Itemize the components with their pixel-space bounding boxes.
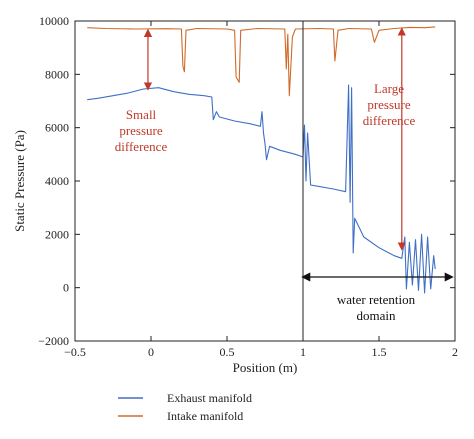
domain-line-1: water retention (337, 292, 416, 307)
y-axis: −2000 0 2000 4000 6000 8000 10000 (38, 14, 455, 348)
y-tick-label: 6000 (45, 121, 69, 135)
x-tick-label: 1.5 (372, 345, 387, 359)
y-tick-label: 0 (63, 281, 69, 295)
small-pressure-annotation: Small pressure difference (115, 107, 168, 154)
large-pressure-annotation: Large pressure difference (363, 81, 416, 128)
small-diff-line-2: pressure (119, 123, 163, 138)
series-line-exhaust (87, 84, 436, 294)
x-tick-label: 0.5 (220, 345, 235, 359)
x-axis: −0.5 0 0.5 1 1.5 2 (64, 21, 458, 359)
domain-line-2: domain (357, 308, 396, 323)
x-tick-label: −0.5 (64, 345, 86, 359)
x-tick-label: 1 (300, 345, 306, 359)
x-tick-label: 2 (452, 345, 458, 359)
y-tick-label: 4000 (45, 174, 69, 188)
large-diff-line-2: pressure (367, 97, 411, 112)
small-diff-line-1: Small (126, 107, 157, 122)
small-diff-line-3: difference (115, 139, 168, 154)
annotation-layer (143, 21, 454, 341)
y-tick-label: 2000 (45, 227, 69, 241)
legend: Exhaust manifold Intake manifold (118, 391, 252, 423)
x-tick-label: 0 (148, 345, 154, 359)
large-diff-line-1: Large (374, 81, 404, 96)
y-tick-label: −2000 (38, 334, 69, 348)
large-diff-line-3: difference (363, 113, 416, 128)
legend-label-intake: Intake manifold (167, 409, 243, 423)
series-line-intake (87, 26, 436, 97)
domain-annotation: water retention domain (337, 292, 416, 323)
series-layer (87, 26, 436, 294)
y-axis-label: Static Pressure (Pa) (12, 130, 27, 232)
y-tick-label: 8000 (45, 67, 69, 81)
legend-label-exhaust: Exhaust manifold (167, 391, 252, 405)
x-axis-label: Position (m) (233, 360, 298, 375)
y-tick-label: 10000 (39, 14, 69, 28)
